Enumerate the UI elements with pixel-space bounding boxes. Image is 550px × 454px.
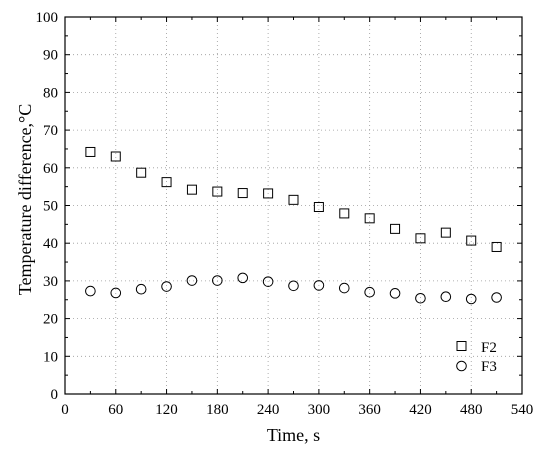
grid-lines xyxy=(65,17,522,394)
y-axis-title: Temperature difference,°C xyxy=(15,104,35,296)
f2-point xyxy=(364,213,375,224)
f3-point xyxy=(288,280,299,292)
y-tick-label: 30 xyxy=(43,274,58,290)
f3-point xyxy=(364,286,375,298)
f3-point xyxy=(338,282,350,294)
data-marks xyxy=(85,146,502,305)
legend-marker-f2 xyxy=(456,341,467,351)
f3-point xyxy=(212,275,223,286)
f2-point xyxy=(186,184,197,195)
f3-point xyxy=(135,283,147,295)
f2-point xyxy=(491,241,502,252)
y-tick-label: 20 xyxy=(43,312,58,328)
y-tick-label: 90 xyxy=(43,48,58,64)
f2-point xyxy=(212,186,223,197)
f3-point xyxy=(440,291,452,303)
f2-point xyxy=(390,223,401,234)
x-tick-label: 180 xyxy=(206,402,229,418)
f2-point xyxy=(110,151,121,162)
f3-point xyxy=(465,293,477,305)
f2-point xyxy=(237,188,248,199)
plot-frame xyxy=(64,16,523,395)
x-tick-label: 60 xyxy=(108,402,123,418)
f3-point xyxy=(415,292,426,304)
x-tick-label: 240 xyxy=(257,402,280,418)
x-tick-label: 480 xyxy=(460,402,483,418)
y-tick-label: 50 xyxy=(43,199,58,215)
tick-labels: 0 60 120 180 240 300 360 420 480 540 0 10 20 30 40 50 60… xyxy=(36,10,534,418)
legend-label-f3: F3 xyxy=(481,359,497,375)
x-axis-title: Time, s xyxy=(267,425,320,445)
y-tick-label: 100 xyxy=(36,10,59,26)
f2-point xyxy=(263,188,274,199)
y-tick-label: 40 xyxy=(43,236,58,252)
f2-point xyxy=(440,227,451,238)
legend-marker-f3 xyxy=(456,360,467,372)
y-tick-label: 10 xyxy=(43,349,58,365)
f3-point xyxy=(262,276,274,287)
y-tick-label: 80 xyxy=(43,85,58,101)
f3-point xyxy=(186,275,198,286)
x-tick-label: 540 xyxy=(511,402,534,418)
x-tick-label: 0 xyxy=(61,402,69,418)
f2-point xyxy=(288,194,299,205)
f2-point xyxy=(161,177,172,188)
f2-point xyxy=(313,202,324,213)
f3-point xyxy=(389,288,401,299)
f2-point xyxy=(415,233,426,244)
f2-point xyxy=(466,235,477,246)
f3-point xyxy=(491,292,502,303)
x-tick-label: 360 xyxy=(358,402,381,418)
legend: F2 F3 xyxy=(456,340,497,375)
f2-point xyxy=(136,167,147,178)
y-tick-label: 70 xyxy=(43,123,58,139)
f2-point xyxy=(339,208,350,219)
f3-point xyxy=(110,287,122,299)
f3-point xyxy=(237,272,249,284)
y-tick-label: 0 xyxy=(51,387,59,403)
f2-point xyxy=(85,146,96,157)
legend-label-f2: F2 xyxy=(481,340,497,356)
x-tick-label: 420 xyxy=(409,402,432,418)
f3-point xyxy=(161,281,172,292)
y-tick-label: 60 xyxy=(43,161,58,177)
f3-point xyxy=(85,285,96,297)
x-tick-label: 300 xyxy=(308,402,331,418)
f3-point xyxy=(313,280,325,291)
x-tick-label: 120 xyxy=(155,402,178,418)
